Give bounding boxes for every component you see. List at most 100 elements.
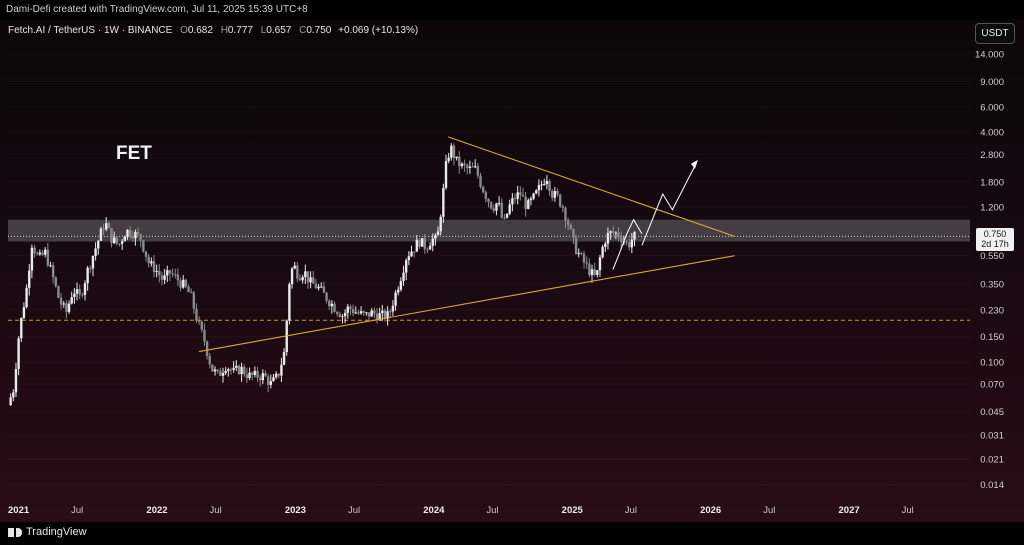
candle-body (466, 165, 469, 168)
candle-body (301, 277, 304, 281)
candle-body (147, 256, 150, 264)
candle-body (33, 247, 36, 254)
y-tick-label: 0.150 (980, 332, 1004, 343)
candle-body (412, 251, 416, 253)
y-tick-label: 0.100 (980, 357, 1004, 368)
tradingview-logo[interactable]: TradingView (8, 526, 87, 538)
candle-body (428, 245, 432, 250)
candle-body (497, 202, 501, 204)
candle-body (70, 296, 73, 304)
resistance-zone-band (8, 219, 970, 242)
projection-path-target (641, 163, 697, 246)
grid-lines (8, 54, 970, 484)
candle-body (540, 184, 543, 186)
projection-arrowhead (690, 159, 698, 169)
y-tick-label: 1.200 (980, 203, 1004, 214)
bar-countdown: 2d 17h (981, 239, 1009, 249)
y-tick-label: 9.000 (980, 77, 1004, 88)
candle-body (144, 251, 148, 257)
candle-body (410, 251, 413, 257)
bottom-bar (0, 522, 1024, 545)
candle-body (320, 286, 323, 288)
symbol-name[interactable]: Fetch.AI / TetherUS · 1W · BINANCE (8, 25, 173, 36)
last-price-value: 0.750 (983, 229, 1007, 239)
candle-body (471, 166, 474, 168)
candle-body (54, 277, 57, 287)
candle-body (17, 338, 20, 370)
candle-body (197, 320, 201, 322)
candle-body (593, 269, 596, 275)
price-axis: 14.000 9.000 6.000 4.000 2.800 1.800 1.200 0.55… (975, 50, 1004, 491)
candle-body (251, 372, 254, 375)
candle-body (612, 231, 615, 233)
candle-body (112, 237, 116, 244)
candle-body (221, 372, 225, 376)
candle-body (444, 161, 448, 188)
candle-body (81, 294, 84, 296)
symbol-legend[interactable]: Fetch.AI / TetherUS · 1W · BINANCE O0.68… (8, 25, 418, 36)
high-value: 0.777 (227, 25, 253, 36)
candle-body (383, 310, 387, 319)
tradingview-brand: TradingView (26, 526, 87, 538)
candle-body (442, 187, 445, 217)
y-tick-label: 0.021 (980, 455, 1004, 466)
candle-body (12, 392, 15, 398)
candle-body (216, 369, 219, 371)
candle-body (208, 355, 211, 365)
chart-annotation-label: FET (116, 143, 152, 164)
candle-body (367, 312, 371, 317)
candle-body (189, 292, 193, 294)
candle-body (94, 248, 97, 256)
candle-body (229, 369, 233, 371)
tradingview-logo-icon (8, 527, 22, 537)
x-tick-label: 2027 (839, 505, 860, 516)
candle-body (86, 267, 89, 284)
candle-body (617, 232, 620, 238)
candle-body (213, 369, 217, 372)
candle-body (495, 203, 498, 211)
candle-body (97, 240, 100, 249)
candle-body (160, 275, 164, 280)
candle-body (527, 200, 530, 209)
candle-body (370, 310, 373, 317)
time-axis: 2021 Jul 2022 Jul 2023 Jul 2024 Jul 2025 Jul 2026 J… (8, 505, 914, 516)
candle-body (73, 293, 76, 297)
last-price-tag: 0.750 2d 17h (976, 228, 1014, 251)
candle-body (272, 377, 275, 382)
x-tick-label: Jul (763, 505, 775, 516)
candle-body (346, 306, 349, 313)
candle-body (99, 228, 103, 241)
candle-body (290, 268, 294, 285)
candle-body (136, 231, 140, 235)
candle-body (426, 249, 429, 251)
candle-body (436, 231, 440, 236)
resistance-zone (8, 219, 970, 242)
candle-body (585, 262, 588, 264)
candle-body (341, 316, 344, 318)
candle-body (351, 309, 355, 314)
candle-body (57, 286, 60, 298)
candle-body (235, 365, 238, 368)
y-tick-label: 0.031 (980, 430, 1004, 441)
candle-body (349, 306, 352, 310)
candle-body (415, 239, 419, 252)
candle-body (574, 237, 578, 254)
candle-body (128, 229, 132, 237)
candle-body (503, 217, 506, 219)
currency-button[interactable]: USDT (975, 23, 1015, 44)
candle-body (9, 397, 12, 406)
candle-body (596, 270, 599, 275)
candle-body (105, 223, 108, 230)
candle-body (500, 202, 503, 218)
candle-body (404, 260, 408, 273)
candle-body (458, 156, 461, 167)
candle-body (362, 311, 365, 313)
candle-body (205, 341, 209, 356)
candle-body (450, 145, 453, 158)
candle-body (543, 184, 546, 186)
y-tick-label: 0.045 (980, 407, 1004, 418)
candle-body (25, 287, 28, 308)
candle-body (328, 300, 331, 307)
candle-body (614, 232, 618, 234)
